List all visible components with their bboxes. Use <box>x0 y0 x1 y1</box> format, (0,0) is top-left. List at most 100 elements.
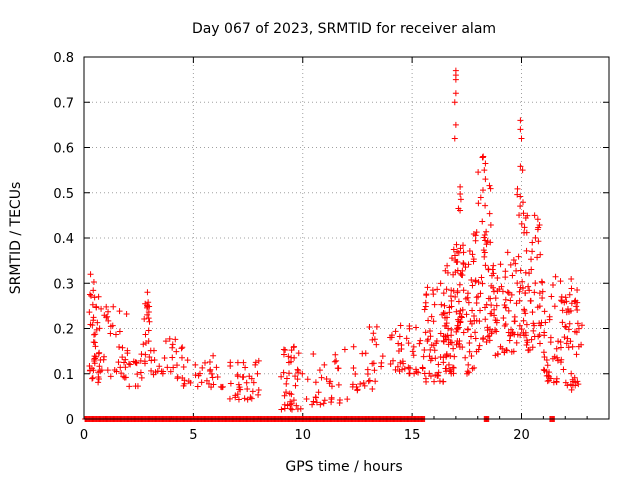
data-point <box>122 356 129 363</box>
data-point <box>507 261 514 268</box>
data-point <box>466 247 473 254</box>
data-point <box>424 284 431 291</box>
data-point <box>574 299 581 306</box>
data-point <box>492 295 499 302</box>
data-point <box>575 343 582 350</box>
data-point <box>529 248 536 255</box>
data-point <box>161 355 168 362</box>
data-point <box>103 314 110 321</box>
data-point <box>557 359 564 366</box>
data-point <box>134 371 141 378</box>
data-point <box>524 339 531 346</box>
data-point <box>493 328 500 335</box>
data-point <box>453 328 460 335</box>
data-point <box>438 301 445 308</box>
data-point <box>372 378 379 385</box>
data-point <box>206 358 213 365</box>
data-point <box>331 358 338 365</box>
data-point <box>520 199 527 206</box>
data-point <box>452 76 459 83</box>
data-point <box>479 154 486 161</box>
data-point <box>235 396 242 403</box>
data-point <box>451 353 458 360</box>
data-point <box>425 317 432 324</box>
data-point <box>523 229 530 236</box>
data-point <box>454 248 461 255</box>
data-point <box>483 228 490 235</box>
data-point <box>505 329 512 336</box>
data-point <box>327 378 334 385</box>
data-point <box>419 365 426 372</box>
data-point <box>288 347 295 354</box>
data-point <box>180 382 187 389</box>
data-point <box>463 370 470 377</box>
data-point <box>373 341 380 348</box>
data-point <box>480 153 487 160</box>
data-point <box>146 318 153 325</box>
data-point <box>515 253 522 260</box>
data-point <box>567 338 574 345</box>
data-point <box>500 315 507 322</box>
data-point <box>91 294 98 301</box>
data-point <box>528 256 535 263</box>
data-point <box>210 352 217 359</box>
data-point <box>469 307 476 314</box>
data-point <box>91 339 98 346</box>
data-point <box>156 363 163 370</box>
data-point <box>119 354 126 361</box>
data-point <box>120 373 127 380</box>
data-point <box>450 370 457 377</box>
data-point <box>444 269 451 276</box>
data-point <box>568 370 575 377</box>
data-point <box>443 352 450 359</box>
data-point <box>94 319 101 326</box>
data-point <box>473 300 480 307</box>
data-point <box>369 360 376 367</box>
data-point <box>167 368 174 375</box>
data-point <box>364 366 371 373</box>
data-point <box>92 331 99 338</box>
data-point <box>472 232 479 239</box>
data-point <box>543 357 550 364</box>
data-point <box>254 370 261 377</box>
data-point <box>440 354 447 361</box>
data-point <box>214 373 221 380</box>
data-point <box>517 126 524 133</box>
data-point <box>522 332 529 339</box>
data-point <box>360 379 367 386</box>
data-point <box>511 318 518 325</box>
data-point <box>559 307 566 314</box>
data-point <box>551 353 558 360</box>
data-point <box>292 382 299 389</box>
data-point <box>410 352 417 359</box>
data-point <box>90 317 97 324</box>
data-point <box>178 354 185 361</box>
data-point <box>522 290 529 297</box>
data-point <box>494 275 501 282</box>
data-point <box>132 359 139 366</box>
data-point <box>192 361 199 368</box>
data-point <box>142 331 149 338</box>
data-point <box>469 251 476 258</box>
data-point <box>484 333 491 340</box>
data-point <box>164 364 171 371</box>
data-point <box>232 392 239 399</box>
data-point <box>151 357 158 364</box>
data-point <box>497 261 504 268</box>
data-point <box>534 216 541 223</box>
data-point <box>488 302 495 309</box>
data-point <box>447 352 454 359</box>
data-point <box>565 344 572 351</box>
data-point <box>458 313 465 320</box>
data-point <box>423 292 430 299</box>
data-point <box>416 340 423 347</box>
data-point <box>145 327 152 334</box>
data-point <box>101 353 108 360</box>
data-point <box>554 357 561 364</box>
y-tick-label: 0.5 <box>53 187 74 202</box>
data-point <box>503 347 510 354</box>
data-point <box>412 366 419 373</box>
data-point <box>531 212 538 219</box>
data-point <box>140 341 147 348</box>
data-point <box>169 341 176 348</box>
